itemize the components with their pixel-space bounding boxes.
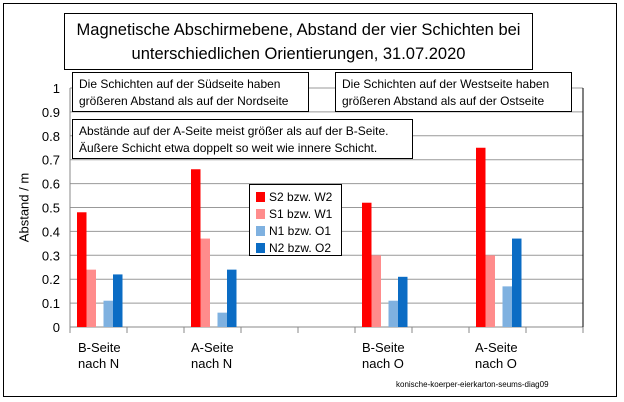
bar-s1-bzw-w1 [86, 269, 96, 327]
y-axis-label: Abstand / m [16, 172, 32, 243]
x-tick-label: B-Seite nach O [362, 340, 405, 371]
annotation-line: Abstände auf der A-Seite meist größer al… [79, 124, 389, 138]
legend-item: N2 bzw. O2 [256, 239, 341, 256]
x-tick-label: B-Seite nach N [78, 340, 121, 371]
y-tick-label: 0.2 [42, 272, 60, 287]
x-tick-label: A-Seite nach O [475, 340, 518, 371]
y-tick-label: 0 [53, 320, 60, 335]
bar-s2-bzw-w2 [476, 147, 486, 327]
bar-n1-bzw-o1 [388, 300, 398, 327]
legend-label: S2 bzw. W2 [269, 189, 333, 204]
legend-swatch [256, 208, 265, 219]
y-tick-label: 0.7 [42, 153, 60, 168]
legend-item: N1 bzw. O1 [256, 222, 341, 239]
y-tick-label: 0.8 [42, 129, 60, 144]
legend-item: S1 bzw. W1 [256, 205, 341, 222]
bar-s2-bzw-w2 [362, 202, 372, 327]
y-tick-label: 0.4 [42, 224, 60, 239]
annotation-line: größeren Abstand als auf der Ostseite [342, 94, 545, 108]
legend-swatch [256, 191, 265, 202]
annotation-line: Äußere Schicht etwa doppelt so weit wie … [79, 141, 378, 155]
legend: S2 bzw. W2 S1 bzw. W1 N1 bzw. O1 N2 bzw. O2 [249, 184, 342, 256]
bar-n1-bzw-o1 [103, 300, 113, 327]
y-tick-label: 0.5 [42, 201, 60, 216]
y-tick-label: 0.3 [42, 248, 60, 263]
annotation-west-east: Die Schichten auf der Westseite haben gr… [335, 72, 572, 112]
y-tick-label: 1 [53, 81, 60, 96]
annotation-south-north: Die Schichten auf der Südseite haben grö… [72, 72, 309, 112]
legend-label: N2 bzw. O2 [269, 240, 332, 255]
legend-swatch [256, 225, 265, 236]
x-tick-label: A-Seite nach N [191, 340, 234, 371]
annotation-line: Die Schichten auf der Südseite haben [79, 77, 281, 91]
bar-s1-bzw-w1 [485, 255, 495, 327]
y-tick-label: 0.1 [42, 296, 60, 311]
chart-title: Magnetische Abschirmebene, Abstand der v… [64, 13, 533, 70]
bar-s1-bzw-w1 [200, 238, 210, 327]
title-line: Magnetische Abschirmebene, Abstand der v… [76, 21, 521, 39]
legend-label: S1 bzw. W1 [269, 206, 333, 221]
bar-s1-bzw-w1 [371, 255, 381, 327]
y-tick-label: 0.9 [42, 105, 60, 120]
bar-n1-bzw-o1 [217, 312, 227, 327]
chart-frame [3, 3, 617, 397]
annotation-line: Die Schichten auf der Westseite haben [342, 77, 550, 91]
y-tick-label: 0.6 [42, 177, 60, 192]
legend-label: N1 bzw. O1 [269, 223, 332, 238]
annotation-a-b: Abstände auf der A-Seite meist größer al… [72, 119, 413, 159]
watermark: konische-koerper-eierkarton-seums-diag09 [396, 380, 549, 389]
bar-n2-bzw-o2 [398, 276, 408, 327]
bar-n2-bzw-o2 [227, 269, 237, 327]
bar-n2-bzw-o2 [512, 238, 522, 327]
legend-item: S2 bzw. W2 [256, 188, 341, 205]
bar-n2-bzw-o2 [113, 274, 123, 327]
bar-s2-bzw-w2 [191, 169, 201, 327]
title-line: unterschiedlichen Orientierungen, 31.07.… [131, 45, 466, 63]
bar-s2-bzw-w2 [77, 212, 87, 327]
annotation-line: größeren Abstand als auf der Nordseite [79, 94, 289, 108]
legend-swatch [256, 242, 265, 253]
bar-n1-bzw-o1 [502, 286, 512, 327]
